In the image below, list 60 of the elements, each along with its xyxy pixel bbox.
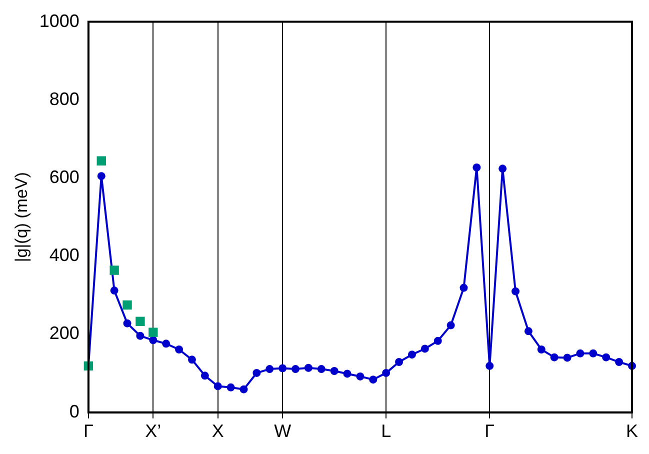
- point: [602, 353, 610, 362]
- point: [512, 287, 520, 296]
- point: [576, 349, 584, 358]
- point: [382, 368, 390, 377]
- point: [149, 336, 158, 344]
- point: [292, 365, 300, 374]
- point: [122, 300, 132, 310]
- point: [317, 365, 326, 374]
- point: [226, 383, 235, 392]
- point: [136, 316, 145, 326]
- y-tick-label: 0: [69, 401, 80, 422]
- x-tick-label: L: [381, 421, 392, 442]
- y-tick-label: 1000: [39, 10, 80, 31]
- point: [96, 156, 106, 166]
- x-tick-label: Γ: [484, 421, 495, 442]
- point: [123, 319, 132, 328]
- point: [162, 340, 170, 348]
- point: [97, 172, 106, 180]
- point: [498, 164, 507, 173]
- point: [472, 163, 481, 172]
- point: [136, 332, 144, 340]
- point: [330, 366, 338, 375]
- point: [343, 370, 352, 378]
- y-tick-label: 200: [49, 323, 80, 344]
- point: [537, 346, 546, 354]
- point: [214, 382, 222, 390]
- point: [550, 353, 558, 362]
- y-tick-label: 400: [49, 245, 80, 266]
- point: [278, 364, 287, 372]
- point: [524, 327, 532, 336]
- point: [408, 350, 416, 359]
- point: [395, 358, 404, 366]
- y-tick-label: 600: [49, 167, 80, 188]
- point: [369, 376, 378, 384]
- point: [460, 284, 468, 292]
- point: [434, 336, 442, 345]
- point: [420, 344, 429, 353]
- point: [110, 266, 119, 275]
- x-tick-label: X: [212, 421, 224, 442]
- point: [200, 372, 209, 380]
- x-tick-label: K: [626, 421, 638, 442]
- point: [304, 364, 312, 372]
- point: [175, 346, 184, 354]
- point: [446, 321, 455, 330]
- point: [589, 349, 598, 358]
- y-axis-title: |g|(q) (meV): [12, 172, 31, 262]
- point: [252, 368, 261, 377]
- point: [356, 372, 364, 380]
- y-tick-label: 800: [49, 88, 80, 109]
- x-tick-label: Γ: [83, 421, 94, 442]
- point: [148, 328, 158, 337]
- point: [486, 362, 494, 370]
- point: [563, 354, 572, 362]
- point: [240, 385, 248, 394]
- point: [110, 286, 118, 295]
- x-tick-label: X’: [145, 421, 162, 442]
- point: [266, 365, 274, 374]
- point: [615, 358, 624, 366]
- x-tick-label: W: [274, 421, 292, 442]
- point: [188, 356, 196, 364]
